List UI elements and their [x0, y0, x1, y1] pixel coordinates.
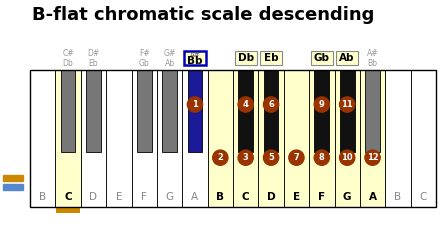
Text: 9: 9	[319, 100, 325, 109]
Text: F#: F#	[139, 50, 150, 58]
Text: C: C	[64, 192, 72, 202]
Bar	[260, 51, 282, 65]
Circle shape	[340, 150, 355, 165]
Text: A#: A#	[190, 52, 200, 58]
Text: C: C	[420, 192, 427, 202]
Bar	[233, 70, 258, 207]
Text: B: B	[394, 192, 401, 202]
Bar	[3, 175, 23, 181]
Bar	[309, 70, 334, 207]
Text: 7: 7	[293, 153, 299, 162]
Bar	[235, 51, 257, 65]
Text: 11: 11	[341, 100, 353, 109]
Bar	[162, 70, 177, 152]
Bar	[81, 70, 106, 207]
Bar	[3, 184, 23, 190]
Bar	[385, 70, 411, 207]
Bar	[336, 51, 358, 65]
Bar	[360, 70, 385, 207]
Text: F: F	[141, 192, 147, 202]
Circle shape	[213, 150, 228, 165]
Text: E: E	[116, 192, 122, 202]
Bar	[61, 70, 75, 152]
Text: B: B	[216, 192, 224, 202]
Circle shape	[289, 150, 304, 165]
Text: 5: 5	[268, 153, 274, 162]
Text: G#: G#	[163, 50, 176, 58]
Text: 8: 8	[319, 153, 325, 162]
Bar	[30, 70, 436, 207]
Text: 2: 2	[217, 153, 223, 162]
Text: basicmusictheory.com: basicmusictheory.com	[10, 67, 16, 149]
Text: Gb: Gb	[314, 53, 330, 63]
Text: C: C	[242, 192, 249, 202]
Text: Ab: Ab	[339, 53, 355, 63]
Text: A: A	[191, 192, 198, 202]
Text: 4: 4	[243, 100, 249, 109]
Circle shape	[340, 97, 355, 112]
Bar	[238, 70, 253, 152]
Circle shape	[264, 150, 279, 165]
Bar	[137, 70, 151, 152]
Bar	[340, 70, 355, 152]
Bar	[132, 70, 157, 207]
Circle shape	[365, 150, 380, 165]
Text: Bb: Bb	[187, 56, 203, 65]
Bar	[264, 70, 279, 152]
Bar	[184, 51, 206, 65]
Text: G: G	[165, 192, 174, 202]
Bar	[315, 70, 329, 152]
Bar	[30, 70, 55, 207]
Text: G: G	[343, 192, 352, 202]
Text: Eb: Eb	[264, 53, 279, 63]
Text: Eb: Eb	[88, 58, 98, 68]
Circle shape	[314, 150, 330, 165]
Bar	[56, 208, 80, 213]
Text: 12: 12	[367, 153, 378, 162]
Bar	[55, 70, 81, 207]
Bar	[284, 70, 309, 207]
Text: Db: Db	[238, 53, 254, 63]
Text: Gb: Gb	[139, 58, 150, 68]
Bar	[182, 70, 208, 207]
Text: 3: 3	[243, 153, 249, 162]
Text: 6: 6	[268, 100, 274, 109]
Text: D: D	[267, 192, 275, 202]
Text: Db: Db	[62, 58, 73, 68]
Text: C#: C#	[62, 50, 74, 58]
Text: E: E	[293, 192, 300, 202]
Text: B-flat chromatic scale descending: B-flat chromatic scale descending	[32, 6, 374, 24]
Bar	[311, 51, 333, 65]
Circle shape	[238, 150, 253, 165]
Bar	[334, 70, 360, 207]
Text: 1: 1	[192, 100, 198, 109]
Text: A: A	[369, 192, 377, 202]
Circle shape	[264, 97, 279, 112]
Circle shape	[238, 97, 253, 112]
Bar	[187, 70, 202, 152]
Bar	[411, 70, 436, 207]
Text: D#: D#	[87, 50, 99, 58]
Bar	[157, 70, 182, 207]
Text: B: B	[39, 192, 46, 202]
Circle shape	[187, 97, 202, 112]
Circle shape	[314, 97, 330, 112]
Text: F: F	[318, 192, 325, 202]
Text: A#: A#	[367, 50, 378, 58]
Text: Ab: Ab	[165, 58, 175, 68]
Text: Bb: Bb	[367, 58, 378, 68]
Text: D: D	[89, 192, 97, 202]
Text: 10: 10	[341, 153, 353, 162]
Bar	[365, 70, 380, 152]
Bar	[106, 70, 132, 207]
Bar	[208, 70, 233, 207]
Bar	[258, 70, 284, 207]
Bar	[86, 70, 101, 152]
